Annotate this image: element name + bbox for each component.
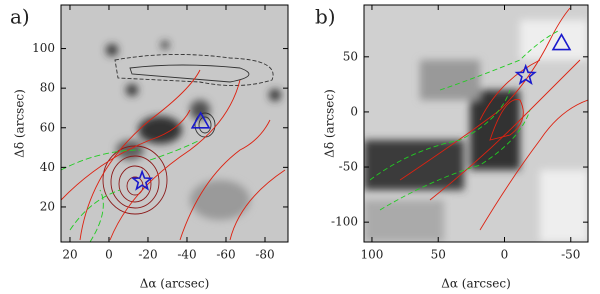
x-tick-label: -80 bbox=[255, 248, 274, 262]
x-tick-label: -60 bbox=[216, 248, 235, 262]
x-tick-label: -50 bbox=[561, 248, 580, 262]
x-axis-title: Δα (arcsec) bbox=[140, 277, 210, 291]
y-tick-label: 0 bbox=[350, 104, 358, 118]
marker bbox=[551, 32, 572, 51]
y-tick-label: 60 bbox=[40, 120, 55, 134]
frame-a bbox=[60, 4, 289, 243]
y-tick-label: 40 bbox=[40, 160, 55, 174]
panel-label: b) bbox=[315, 5, 336, 29]
image-a bbox=[61, 5, 288, 242]
x-tick-label: 20 bbox=[62, 248, 77, 262]
y-tick-label: 80 bbox=[40, 81, 55, 95]
y-tick-label: 20 bbox=[40, 199, 55, 213]
x-tick-label: 50 bbox=[431, 248, 446, 262]
marker bbox=[190, 111, 211, 129]
y-tick-label: 100 bbox=[32, 41, 55, 55]
marker bbox=[514, 63, 537, 86]
x-axis-title: Δα (arcsec) bbox=[441, 277, 511, 291]
y-tick-label: 50 bbox=[343, 49, 358, 63]
y-tick-label: -50 bbox=[339, 160, 358, 174]
panel-label: a) bbox=[10, 5, 30, 29]
x-tick-label: 0 bbox=[105, 248, 113, 262]
y-tick-label: -100 bbox=[331, 215, 358, 229]
x-tick-label: 100 bbox=[360, 248, 383, 262]
y-axis-title: Δδ (arcsec) bbox=[13, 89, 27, 158]
x-tick-label: -40 bbox=[177, 248, 196, 262]
x-tick-label: 0 bbox=[501, 248, 509, 262]
image-b bbox=[364, 5, 588, 242]
marker bbox=[130, 169, 154, 191]
y-axis-title: Δδ (arcsec) bbox=[323, 89, 337, 158]
x-tick-label: -20 bbox=[138, 248, 157, 262]
frame-b bbox=[363, 4, 589, 243]
